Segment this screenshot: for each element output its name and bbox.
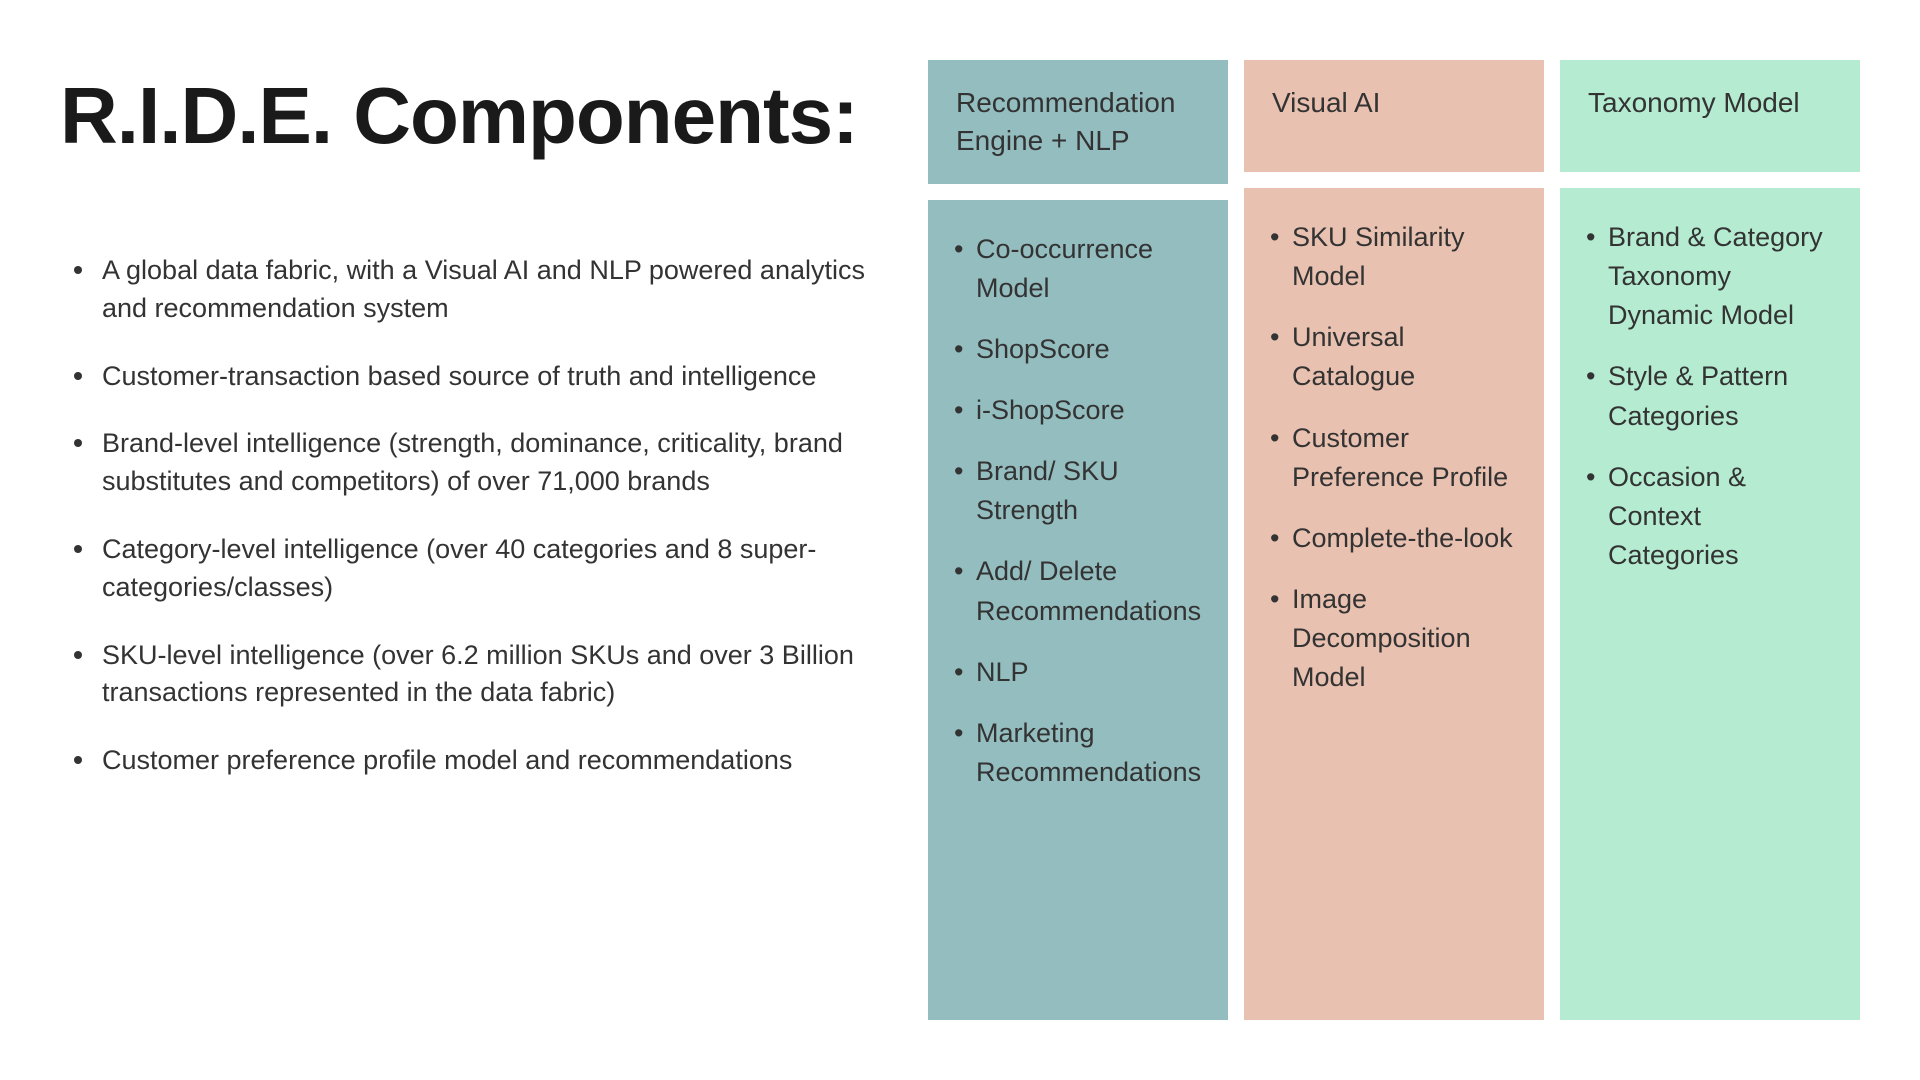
description-list: A global data fabric, with a Visual AI a… bbox=[60, 252, 888, 810]
column-item: Universal Catalogue bbox=[1270, 318, 1518, 396]
slide-container: R.I.D.E. Components: A global data fabri… bbox=[60, 60, 1860, 1020]
column-list: SKU Similarity Model Universal Catalogue… bbox=[1270, 218, 1518, 697]
columns-panel: Recommendation Engine + NLP Co-occurrenc… bbox=[928, 60, 1860, 1020]
column-item: Brand/ SKU Strength bbox=[954, 452, 1202, 530]
column-item: ShopScore bbox=[954, 330, 1202, 369]
column-item: Style & Pattern Categories bbox=[1586, 357, 1834, 435]
column-header: Recommendation Engine + NLP bbox=[928, 60, 1228, 184]
column-header: Visual AI bbox=[1244, 60, 1544, 172]
column-item: NLP bbox=[954, 653, 1202, 692]
column-item: Marketing Recommendations bbox=[954, 714, 1202, 792]
description-item: Customer preference profile model and re… bbox=[84, 742, 888, 780]
description-item: Customer-transaction based source of tru… bbox=[84, 358, 888, 396]
column-body: Brand & Category Taxonomy Dynamic Model … bbox=[1560, 188, 1860, 1020]
column-header: Taxonomy Model bbox=[1560, 60, 1860, 172]
column-item: Occasion & Context Categories bbox=[1586, 458, 1834, 575]
column-item: SKU Similarity Model bbox=[1270, 218, 1518, 296]
column-list: Co-occurrence Model ShopScore i-ShopScor… bbox=[954, 230, 1202, 793]
column-item: i-ShopScore bbox=[954, 391, 1202, 430]
column-item: Image Decomposition Model bbox=[1270, 580, 1518, 697]
column-item: Customer Preference Profile bbox=[1270, 419, 1518, 497]
description-item: Category-level intelligence (over 40 cat… bbox=[84, 531, 888, 607]
column-visual-ai: Visual AI SKU Similarity Model Universal… bbox=[1244, 60, 1544, 1020]
column-item: Brand & Category Taxonomy Dynamic Model bbox=[1586, 218, 1834, 335]
description-item: A global data fabric, with a Visual AI a… bbox=[84, 252, 888, 328]
slide-title: R.I.D.E. Components: bbox=[60, 70, 888, 162]
column-taxonomy-model: Taxonomy Model Brand & Category Taxonomy… bbox=[1560, 60, 1860, 1020]
column-body: Co-occurrence Model ShopScore i-ShopScor… bbox=[928, 200, 1228, 1020]
column-item: Add/ Delete Recommendations bbox=[954, 552, 1202, 630]
column-recommendation-engine: Recommendation Engine + NLP Co-occurrenc… bbox=[928, 60, 1228, 1020]
column-item: Complete-the-look bbox=[1270, 519, 1518, 558]
column-body: SKU Similarity Model Universal Catalogue… bbox=[1244, 188, 1544, 1020]
left-panel: R.I.D.E. Components: A global data fabri… bbox=[60, 60, 888, 1020]
description-item: SKU-level intelligence (over 6.2 million… bbox=[84, 637, 888, 713]
description-item: Brand-level intelligence (strength, domi… bbox=[84, 425, 888, 501]
column-list: Brand & Category Taxonomy Dynamic Model … bbox=[1586, 218, 1834, 575]
column-item: Co-occurrence Model bbox=[954, 230, 1202, 308]
